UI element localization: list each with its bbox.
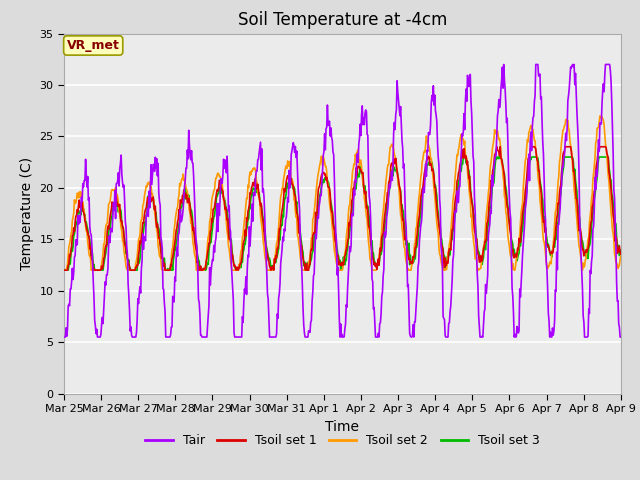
Text: VR_met: VR_met [67,39,120,52]
Legend: Tair, Tsoil set 1, Tsoil set 2, Tsoil set 3: Tair, Tsoil set 1, Tsoil set 2, Tsoil se… [140,429,545,452]
Y-axis label: Temperature (C): Temperature (C) [20,157,34,270]
X-axis label: Time: Time [325,420,360,433]
Title: Soil Temperature at -4cm: Soil Temperature at -4cm [237,11,447,29]
